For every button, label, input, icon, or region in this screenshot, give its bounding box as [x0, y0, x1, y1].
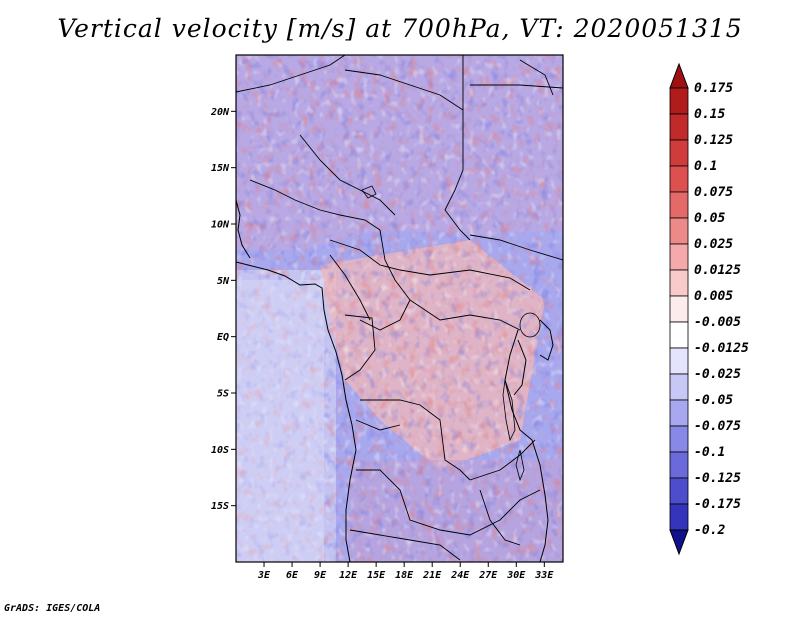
colorbar-segment [669, 113, 689, 141]
colorbar-label: -0.1 [694, 445, 725, 460]
y-tick-label: 10N [211, 220, 230, 231]
colorbar-segment [669, 295, 689, 323]
colorbar-segment [669, 425, 689, 453]
colorbar-label: -0.005 [694, 315, 741, 330]
colorbar-segment [669, 347, 689, 375]
y-axis: 20N 15N 10N 5N EQ 5S 10S 15S [210, 107, 236, 512]
colorbar-label: 0.05 [694, 211, 725, 226]
colorbar-label: -0.025 [694, 367, 741, 382]
neutral-noise [236, 55, 563, 562]
colorbar-segment [669, 477, 689, 505]
colorbar: 0.175 0.15 0.125 0.1 0.075 0.05 0.025 0.0125 0.0… [669, 62, 749, 556]
map-frame [235, 54, 564, 563]
colorbar-segment [669, 243, 689, 271]
colorbar-segment [669, 139, 689, 167]
colorbar-bottom-arrow [669, 529, 689, 556]
colorbar-segment [669, 503, 689, 531]
x-tick-label: 27E [478, 570, 498, 581]
colorbar-label: 0.025 [694, 237, 733, 252]
colorbar-segment [669, 87, 689, 115]
colorbar-label: -0.125 [694, 471, 741, 486]
colorbar-segment [669, 217, 689, 245]
x-axis: 3E 6E 9E 12E 15E 18E 21E 24E 27E 30E 33E [257, 562, 554, 581]
colorbar-top-arrow [669, 62, 689, 89]
colorbar-segment [669, 451, 689, 479]
x-tick-label: 3E [257, 570, 271, 581]
x-tick-label: 30E [506, 570, 526, 581]
coastlines [236, 199, 554, 562]
y-tick-label: 15N [211, 163, 230, 174]
colorbar-label: -0.0125 [694, 341, 749, 356]
x-tick-label: 9E [314, 570, 327, 581]
y-tick-label: 5S [217, 389, 229, 400]
colorbar-segment [669, 269, 689, 297]
borders [236, 55, 563, 561]
ocean-soften [236, 280, 324, 562]
x-tick-label: 18E [395, 570, 414, 581]
x-tick-label: 21E [422, 570, 442, 581]
y-tick-label: EQ [217, 332, 229, 343]
y-tick-label: 20N [210, 107, 230, 118]
chart-title: Vertical velocity [m/s] at 700hPa, VT: 2… [57, 14, 743, 43]
colorbar-label: -0.05 [694, 393, 733, 408]
y-tick-label: 15S [211, 501, 229, 512]
colorbar-segment [669, 373, 689, 401]
colorbar-label: -0.175 [694, 497, 741, 512]
colorbar-label: 0.125 [694, 133, 733, 148]
lakes [361, 185, 541, 482]
colorbar-label: 0.15 [694, 107, 725, 122]
colorbar-segment [669, 399, 689, 427]
colorbar-segment [669, 165, 689, 193]
colorbar-label: 0.1 [694, 159, 717, 174]
colorbar-label: -0.075 [694, 419, 741, 434]
colorbar-label: 0.005 [694, 289, 733, 304]
x-tick-label: 12E [339, 570, 358, 581]
colorbar-label: -0.2 [694, 523, 725, 538]
map-field [236, 55, 563, 562]
colorbar-segment [669, 191, 689, 219]
colorbar-label: 0.175 [694, 81, 733, 96]
y-tick-label: 5N [217, 276, 230, 287]
x-tick-label: 15E [367, 570, 386, 581]
x-tick-label: 24E [450, 570, 470, 581]
y-tick-label: 10S [211, 445, 229, 456]
x-tick-label: 33E [534, 570, 554, 581]
grads-credit: GrADS: IGES/COLA [4, 603, 101, 614]
colorbar-segment [669, 321, 689, 349]
x-tick-label: 6E [286, 570, 299, 581]
colorbar-label: 0.0125 [694, 263, 741, 278]
colorbar-label: 0.075 [694, 185, 733, 200]
